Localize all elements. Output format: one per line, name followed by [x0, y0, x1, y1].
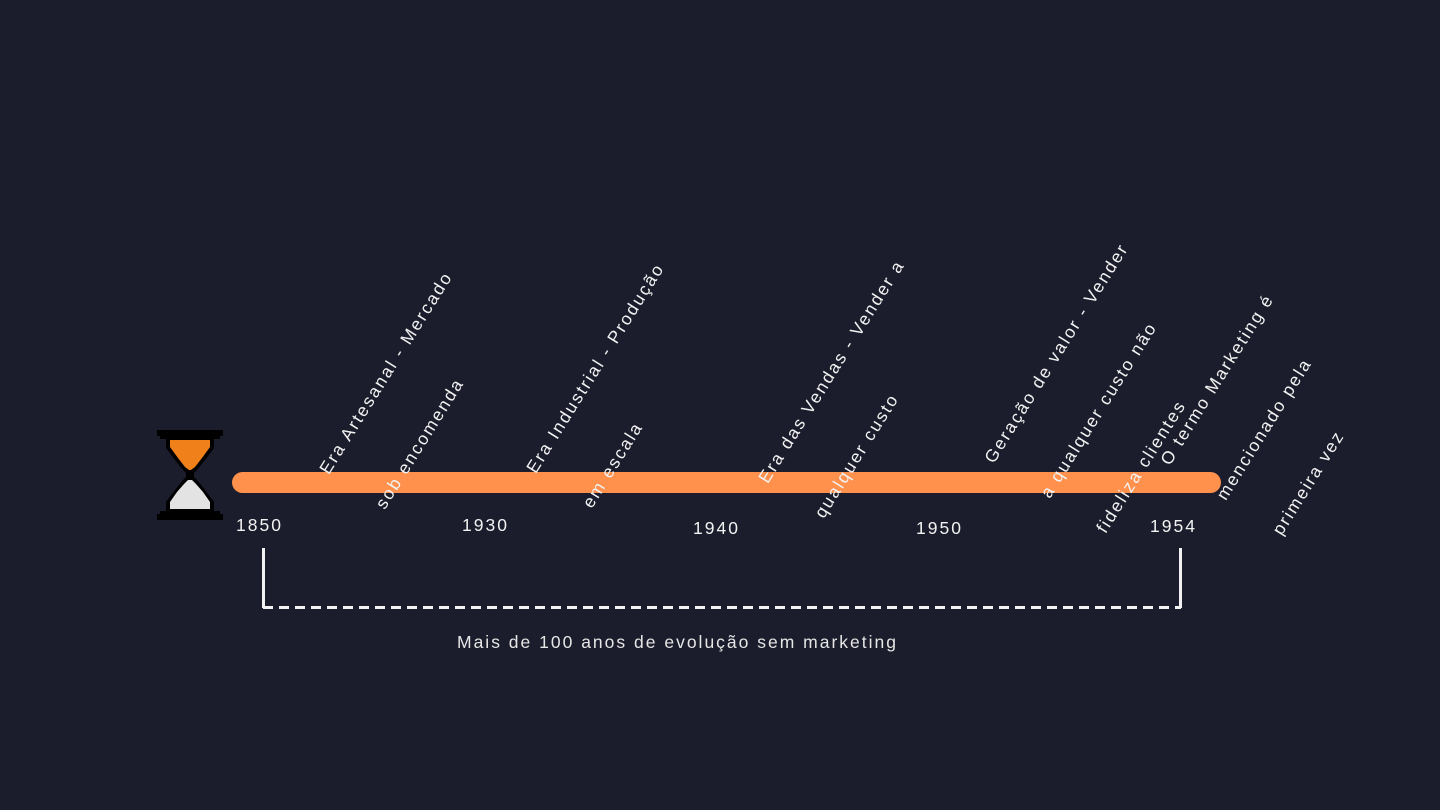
span-caption: Mais de 100 anos de evolução sem marketi… — [457, 632, 899, 652]
year-label-1954: 1954 — [1150, 516, 1197, 536]
year-label-1940: 1940 — [693, 518, 740, 538]
year-label-1950: 1950 — [916, 518, 963, 538]
span-bracket — [262, 548, 1182, 609]
year-label-1930: 1930 — [462, 515, 509, 535]
hourglass-icon — [157, 430, 223, 520]
timeline-bar — [232, 472, 1221, 493]
year-label-1850: 1850 — [236, 515, 283, 535]
